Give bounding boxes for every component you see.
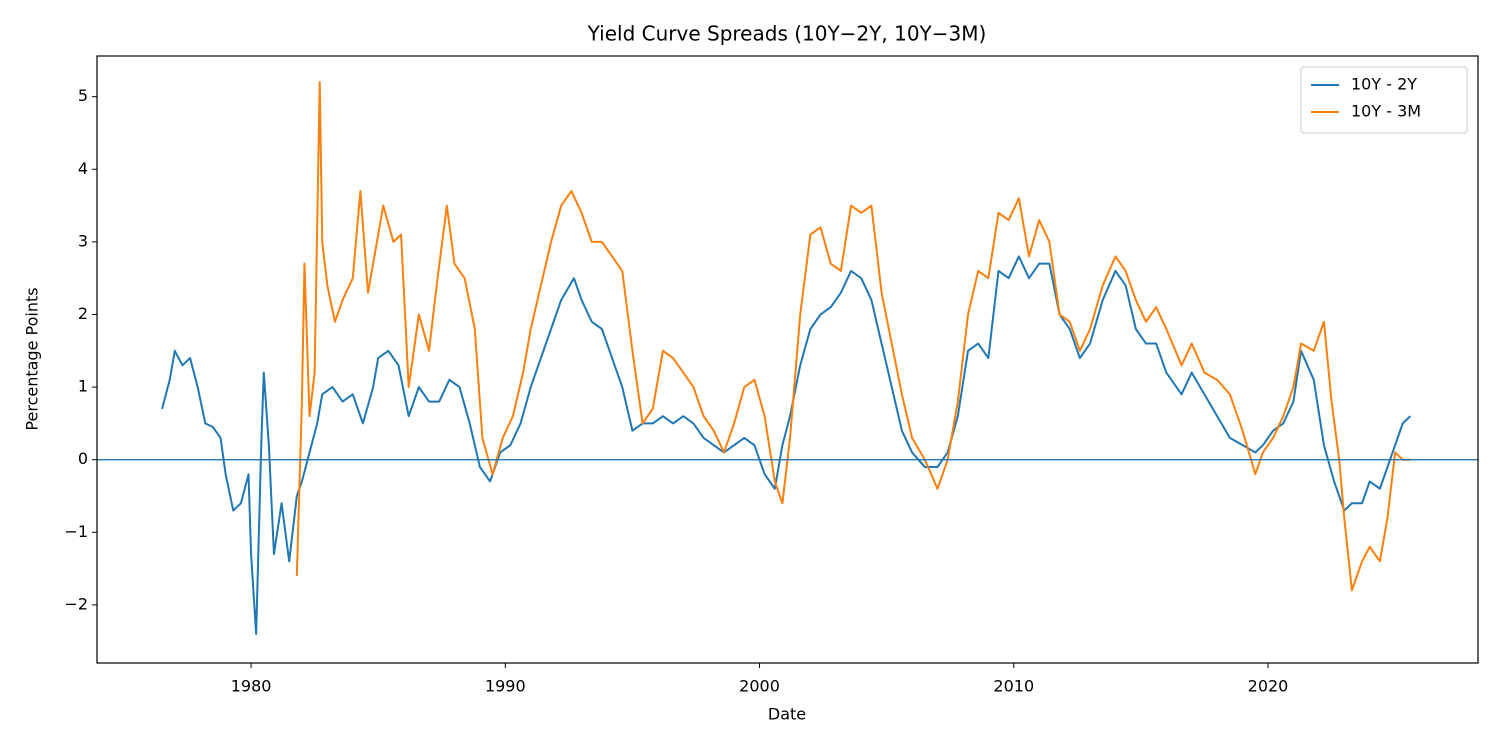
x-tick-label: 1990: [485, 677, 526, 696]
x-tick-label: 1980: [231, 677, 272, 696]
x-tick-label: 2010: [993, 677, 1034, 696]
y-tick-label: 0: [78, 449, 88, 468]
y-tick-label: 4: [78, 159, 88, 178]
y-tick-label: −1: [64, 522, 88, 541]
series-line: [295, 81, 1411, 592]
y-tick-label: 5: [78, 86, 88, 105]
legend-label: 10Y - 3M: [1351, 102, 1421, 121]
x-tick-label: 2020: [1248, 677, 1289, 696]
x-tick-label: 2000: [739, 677, 780, 696]
y-tick-label: 1: [78, 377, 88, 396]
y-tick-label: 2: [78, 304, 88, 323]
legend-box: [1300, 66, 1468, 134]
plot-frame: [96, 55, 1479, 664]
legend: 10Y - 2Y 10Y - 3M: [1300, 66, 1468, 134]
y-tick-label: −2: [64, 594, 88, 613]
x-axis-label: Date: [768, 705, 806, 724]
y-axis-label: Percentage Points: [23, 287, 42, 430]
series-line: [161, 255, 1412, 635]
y-tick-label: 3: [78, 231, 88, 250]
chart-title: Yield Curve Spreads (10Y−2Y, 10Y−3M): [587, 22, 987, 46]
legend-label: 10Y - 2Y: [1351, 75, 1417, 94]
